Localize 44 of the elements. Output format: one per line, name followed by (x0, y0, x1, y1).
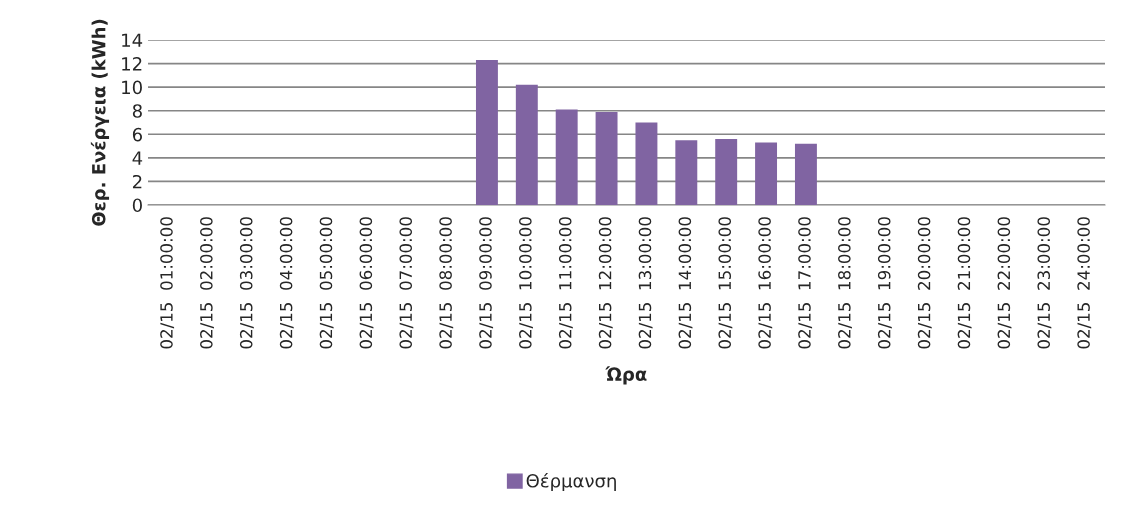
x-tick-label: 02/15 04:00:00 (279, 217, 294, 349)
x-axis-title: Ώρα (605, 366, 647, 385)
x-tick-label: 02/15 08:00:00 (439, 217, 454, 349)
x-tick-label: 02/15 19:00:00 (877, 217, 892, 349)
x-tick-label: 02/15 07:00:00 (399, 217, 414, 349)
x-tick-label: 02/15 10:00:00 (519, 217, 533, 349)
bar (755, 142, 778, 205)
bar (675, 140, 698, 205)
x-tick-label: 02/15 05:00:00 (319, 217, 334, 349)
x-tick-label: 02/15 14:00:00 (678, 217, 693, 349)
x-tick-label: 02/15 06:00:00 (359, 217, 374, 349)
bar (635, 122, 658, 205)
x-tick-label: 02/15 18:00:00 (838, 217, 852, 349)
x-tick-label: 02/15 20:00:00 (917, 217, 932, 349)
x-tick-label: 02/15 09:00:00 (479, 217, 494, 349)
bar (794, 143, 817, 205)
x-tick-label: 02/15 13:00:00 (638, 217, 653, 349)
y-tick-label: 6 (132, 127, 142, 142)
x-tick-label: 02/15 24:00:00 (1077, 217, 1092, 349)
x-tick-label: 02/15 22:00:00 (997, 217, 1012, 349)
x-tick-label: 02/15 03:00:00 (239, 217, 254, 349)
x-tick-label: 02/15 17:00:00 (798, 217, 813, 349)
x-tick-label: 02/15 11:00:00 (558, 217, 573, 349)
y-axis-title: Θερ. Ενέργεια (kWh) (90, 19, 110, 226)
x-tick-label: 02/15 02:00:00 (200, 217, 214, 349)
x-tick-label: 02/15 15:00:00 (718, 217, 733, 349)
bar (555, 109, 578, 205)
y-tick-label: 8 (132, 104, 142, 118)
x-tick-label: 02/15 21:00:00 (957, 217, 972, 349)
x-tick-label: 02/15 16:00:00 (758, 217, 773, 349)
y-tick-label: 14 (122, 33, 143, 47)
x-tick-label: 02/15 12:00:00 (598, 217, 613, 349)
x-tick-label: 02/15 01:00:00 (160, 217, 175, 349)
y-tick-label: 4 (132, 151, 143, 165)
legend-label: Θέρμανση (526, 472, 616, 492)
x-tick-label: 02/15 23:00:00 (1037, 217, 1052, 349)
bar (715, 139, 738, 205)
y-tick-label: 10 (122, 80, 142, 95)
bar (475, 60, 498, 205)
y-tick-label: 2 (132, 174, 142, 189)
y-tick-label: 0 (132, 198, 142, 213)
bar (595, 111, 618, 205)
y-tick-label: 12 (122, 57, 142, 71)
bar (515, 84, 538, 205)
